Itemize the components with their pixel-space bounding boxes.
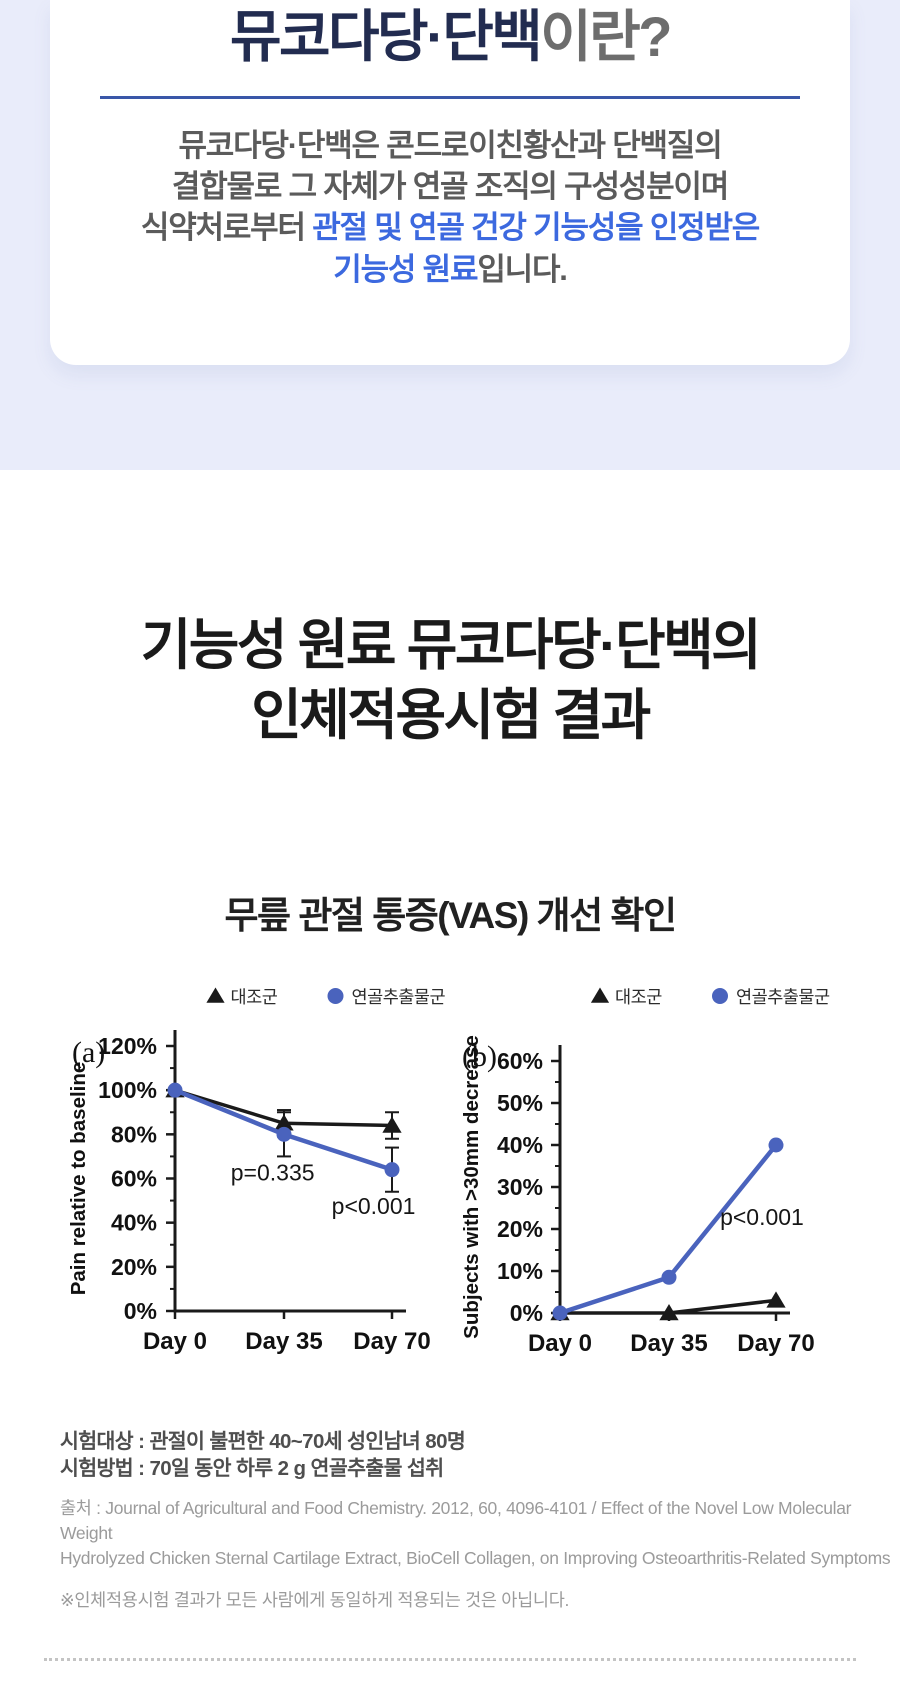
p-value-annotation: p<0.001 xyxy=(720,1204,804,1230)
hero-description: 뮤코다당·단백은 콘드로이친황산과 단백질의 결합물로 그 자체가 연골 조직의… xyxy=(50,125,850,290)
legend-circle-icon xyxy=(327,988,344,1005)
hero-body-line3-gray: 식약처로부터 xyxy=(140,210,313,246)
data-point-circle xyxy=(661,1269,677,1285)
hero-section: 뮤코다당·단백이란? 뮤코다당·단백은 콘드로이친황산과 단백질의 결합물로 그… xyxy=(0,0,900,470)
dotted-divider xyxy=(44,1657,856,1661)
data-point-triangle xyxy=(766,1291,786,1308)
svg-text:Day 70: Day 70 xyxy=(353,1328,430,1355)
title-divider xyxy=(100,96,800,99)
source-citation-line1: 출처 : Journal of Agricultural and Food Ch… xyxy=(60,1498,852,1544)
source-citation: 출처 : Journal of Agricultural and Food Ch… xyxy=(60,1496,900,1571)
hero-title: 뮤코다당·단백이란? xyxy=(50,0,850,72)
svg-text:0%: 0% xyxy=(510,1300,543,1326)
p-value-annotation: p=0.335 xyxy=(231,1160,315,1186)
data-point-circle xyxy=(276,1127,292,1143)
source-citation-line2: Hydrolyzed Chicken Sternal Cartilage Ext… xyxy=(60,1547,891,1568)
panel-label: (a) xyxy=(72,1036,105,1069)
svg-text:60%: 60% xyxy=(111,1166,157,1192)
responder-rate-line-chart: 대조군 연골추출물군 (b)Subjects with >30mm decrease… xyxy=(460,987,830,1357)
svg-text:20%: 20% xyxy=(497,1216,543,1242)
svg-text:80%: 80% xyxy=(111,1122,157,1148)
svg-text:50%: 50% xyxy=(497,1090,543,1116)
hero-card: 뮤코다당·단백이란? 뮤코다당·단백은 콘드로이친황산과 단백질의 결합물로 그… xyxy=(50,0,850,365)
p-value-annotation: p<0.001 xyxy=(332,1193,416,1219)
hero-title-suffix: 이란? xyxy=(540,5,672,68)
data-point-circle xyxy=(167,1082,183,1098)
data-point-circle xyxy=(768,1137,784,1153)
hero-body-line3-highlight: 관절 및 연골 건강 기능성을 인정받은 xyxy=(312,210,760,246)
svg-text:120%: 120% xyxy=(98,1033,157,1059)
legend-circle-icon xyxy=(712,988,728,1005)
svg-text:Day 0: Day 0 xyxy=(528,1330,592,1357)
legend-triangle-icon xyxy=(206,987,225,1003)
data-point-circle xyxy=(552,1305,568,1321)
hero-body-line4-gray: 입니다. xyxy=(477,251,568,287)
data-point-circle xyxy=(384,1162,400,1178)
hero-body-line2: 결합물로 그 자체가 연골 조직의 구성성분이며 xyxy=(171,169,729,205)
svg-text:30%: 30% xyxy=(497,1174,543,1200)
legend-triangle-icon xyxy=(590,987,610,1003)
svg-text:Day 35: Day 35 xyxy=(630,1330,707,1357)
svg-text:40%: 40% xyxy=(497,1132,543,1158)
y-axis-title: Subjects with >30mm decrease xyxy=(460,1035,483,1339)
svg-text:Day 70: Day 70 xyxy=(737,1330,814,1357)
legend-control-label: 대조군 xyxy=(615,987,662,1007)
legend-extract-label: 연골추출물군 xyxy=(736,987,830,1007)
results-heading-line2: 인체적용시험 결과 xyxy=(251,684,651,747)
svg-text:Day 35: Day 35 xyxy=(245,1328,322,1355)
svg-text:Day 0: Day 0 xyxy=(143,1328,207,1355)
legend-control-label: 대조군 xyxy=(231,987,278,1007)
test-method-note: 시험방법 : 70일 동안 하루 2 g 연골추출물 섭취 xyxy=(60,1457,444,1481)
data-point-triangle xyxy=(382,1116,402,1133)
chart-section-title: 무릎 관절 통증(VAS) 개선 확인 xyxy=(224,894,678,936)
test-subject-note: 시험대상 : 관절이 불편한 40~70세 성인남녀 80명 xyxy=(60,1430,466,1454)
data-point-triangle xyxy=(659,1304,679,1321)
panel-label: (b) xyxy=(462,1040,497,1073)
svg-text:60%: 60% xyxy=(497,1048,543,1074)
disclaimer-note: ※인체적용시험 결과가 모든 사람에게 동일하게 적용되는 것은 아닙니다. xyxy=(60,1589,570,1610)
hero-title-main: 뮤코다당·단백 xyxy=(229,5,543,68)
clinical-results-section: 기능성 원료 뮤코다당·단백의 인체적용시험 결과 무릎 관절 통증(VAS) … xyxy=(0,610,900,1661)
footnotes: 시험대상 : 관절이 불편한 40~70세 성인남녀 80명 시험방법 : 70… xyxy=(60,1428,900,1612)
results-heading-line1: 기능성 원료 뮤코다당·단백의 xyxy=(140,614,762,676)
svg-text:20%: 20% xyxy=(111,1254,157,1280)
svg-text:40%: 40% xyxy=(111,1210,157,1236)
svg-text:100%: 100% xyxy=(98,1077,157,1103)
legend-extract-label: 연골추출물군 xyxy=(352,987,446,1007)
results-heading: 기능성 원료 뮤코다당·단백의 인체적용시험 결과 xyxy=(0,610,900,751)
pain-vas-line-chart: 대조군 연골추출물군 (a)Pain relative to baseline 0% 2… xyxy=(67,987,446,1355)
hero-body-line1: 뮤코다당·단백은 콘드로이친황산과 단백질의 xyxy=(178,128,722,163)
hero-body-line4-highlight: 기능성 원료 xyxy=(333,251,478,287)
charts-row: 대조군 연골추출물군 (a) Pain relative to baseline 0% 2… xyxy=(0,956,900,1376)
svg-text:0%: 0% xyxy=(124,1298,157,1324)
svg-text:10%: 10% xyxy=(497,1258,543,1284)
y-axis-title: Pain relative to baseline xyxy=(67,1062,90,1296)
